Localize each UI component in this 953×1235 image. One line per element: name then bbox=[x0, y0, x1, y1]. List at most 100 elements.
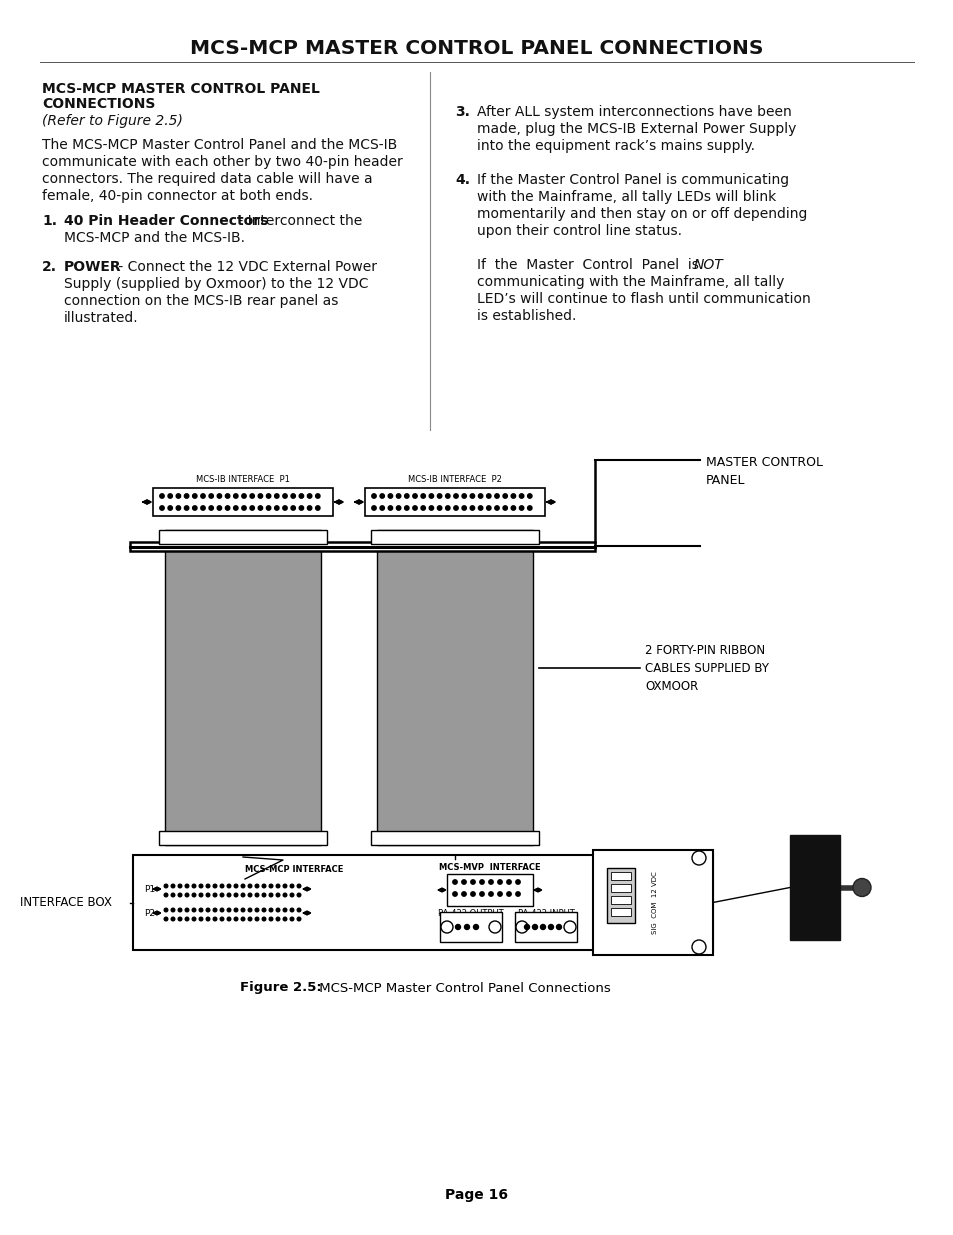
Circle shape bbox=[262, 884, 266, 888]
Circle shape bbox=[488, 879, 493, 884]
Circle shape bbox=[176, 506, 180, 510]
Circle shape bbox=[241, 908, 245, 911]
Circle shape bbox=[262, 908, 266, 911]
Circle shape bbox=[178, 918, 182, 921]
Circle shape bbox=[291, 494, 295, 498]
Circle shape bbox=[516, 921, 527, 932]
Circle shape bbox=[225, 494, 230, 498]
Circle shape bbox=[269, 918, 273, 921]
Text: MCS-MVP  INTERFACE: MCS-MVP INTERFACE bbox=[438, 863, 540, 872]
Text: PA-422 INPUT: PA-422 INPUT bbox=[517, 909, 574, 918]
Text: illustrated.: illustrated. bbox=[64, 311, 138, 325]
Circle shape bbox=[241, 494, 246, 498]
Bar bbox=[610, 884, 630, 892]
Circle shape bbox=[200, 494, 205, 498]
Circle shape bbox=[233, 506, 237, 510]
Circle shape bbox=[233, 884, 237, 888]
Bar bbox=[593, 850, 712, 955]
Circle shape bbox=[436, 506, 441, 510]
Circle shape bbox=[206, 884, 210, 888]
Circle shape bbox=[497, 879, 501, 884]
Circle shape bbox=[250, 494, 254, 498]
Bar bbox=[159, 831, 327, 845]
Circle shape bbox=[486, 506, 491, 510]
Circle shape bbox=[220, 884, 224, 888]
Circle shape bbox=[227, 884, 231, 888]
Text: 2.: 2. bbox=[42, 261, 57, 274]
Circle shape bbox=[488, 892, 493, 897]
Circle shape bbox=[470, 494, 474, 498]
Polygon shape bbox=[153, 887, 160, 890]
Circle shape bbox=[315, 506, 319, 510]
Text: LED’s will continue to flash until communication: LED’s will continue to flash until commu… bbox=[476, 291, 810, 306]
Circle shape bbox=[192, 918, 195, 921]
Polygon shape bbox=[335, 500, 343, 504]
Text: MCS-MCP MASTER CONTROL PANEL: MCS-MCP MASTER CONTROL PANEL bbox=[42, 82, 319, 96]
Circle shape bbox=[213, 884, 216, 888]
Text: CONNECTIONS: CONNECTIONS bbox=[42, 98, 155, 111]
Circle shape bbox=[241, 918, 245, 921]
Text: After ALL system interconnections have been: After ALL system interconnections have b… bbox=[476, 105, 791, 119]
Circle shape bbox=[220, 893, 224, 897]
Bar bbox=[371, 530, 538, 543]
Circle shape bbox=[372, 494, 375, 498]
Circle shape bbox=[479, 892, 484, 897]
Circle shape bbox=[266, 506, 271, 510]
Circle shape bbox=[464, 925, 469, 930]
Circle shape bbox=[429, 494, 434, 498]
Circle shape bbox=[283, 884, 287, 888]
Circle shape bbox=[506, 879, 511, 884]
Circle shape bbox=[164, 908, 168, 911]
Circle shape bbox=[518, 494, 523, 498]
Polygon shape bbox=[438, 888, 445, 892]
Circle shape bbox=[388, 494, 393, 498]
Circle shape bbox=[436, 494, 441, 498]
Text: MCS-MCP MASTER CONTROL PANEL CONNECTIONS: MCS-MCP MASTER CONTROL PANEL CONNECTIONS bbox=[190, 38, 763, 58]
Circle shape bbox=[283, 918, 287, 921]
Circle shape bbox=[511, 506, 515, 510]
Circle shape bbox=[283, 893, 287, 897]
Text: is established.: is established. bbox=[476, 309, 576, 324]
Circle shape bbox=[540, 925, 545, 930]
Bar bbox=[610, 897, 630, 904]
Circle shape bbox=[506, 892, 511, 897]
Circle shape bbox=[495, 506, 498, 510]
Circle shape bbox=[297, 884, 300, 888]
Bar bbox=[159, 530, 327, 543]
Circle shape bbox=[290, 918, 294, 921]
Circle shape bbox=[477, 506, 482, 510]
Text: momentarily and then stay on or off depending: momentarily and then stay on or off depe… bbox=[476, 207, 806, 221]
Bar bbox=[610, 872, 630, 881]
Circle shape bbox=[461, 892, 466, 897]
Bar bbox=[132, 855, 712, 950]
Text: with the Mainframe, all tally LEDs will blink: with the Mainframe, all tally LEDs will … bbox=[476, 190, 776, 204]
Text: P2: P2 bbox=[144, 909, 154, 918]
Bar bbox=[606, 868, 635, 923]
Circle shape bbox=[445, 494, 450, 498]
Circle shape bbox=[282, 506, 287, 510]
Circle shape bbox=[563, 921, 576, 932]
Circle shape bbox=[220, 918, 224, 921]
Circle shape bbox=[233, 918, 237, 921]
Circle shape bbox=[250, 506, 254, 510]
Circle shape bbox=[511, 494, 515, 498]
Circle shape bbox=[185, 884, 189, 888]
Circle shape bbox=[471, 879, 475, 884]
Circle shape bbox=[209, 506, 213, 510]
Circle shape bbox=[548, 925, 553, 930]
Circle shape bbox=[206, 908, 210, 911]
Text: 3.: 3. bbox=[455, 105, 470, 119]
Circle shape bbox=[227, 908, 231, 911]
Bar bbox=[371, 831, 538, 845]
Circle shape bbox=[269, 908, 273, 911]
Text: - Connect the 12 VDC External Power: - Connect the 12 VDC External Power bbox=[113, 261, 376, 274]
Text: MCS-IB INTERFACE  P1: MCS-IB INTERFACE P1 bbox=[196, 475, 290, 484]
Circle shape bbox=[171, 893, 174, 897]
Bar bbox=[515, 911, 577, 942]
Circle shape bbox=[258, 506, 262, 510]
Circle shape bbox=[299, 494, 303, 498]
Text: P1: P1 bbox=[144, 884, 155, 893]
Circle shape bbox=[274, 506, 278, 510]
Circle shape bbox=[255, 918, 258, 921]
Circle shape bbox=[213, 918, 216, 921]
